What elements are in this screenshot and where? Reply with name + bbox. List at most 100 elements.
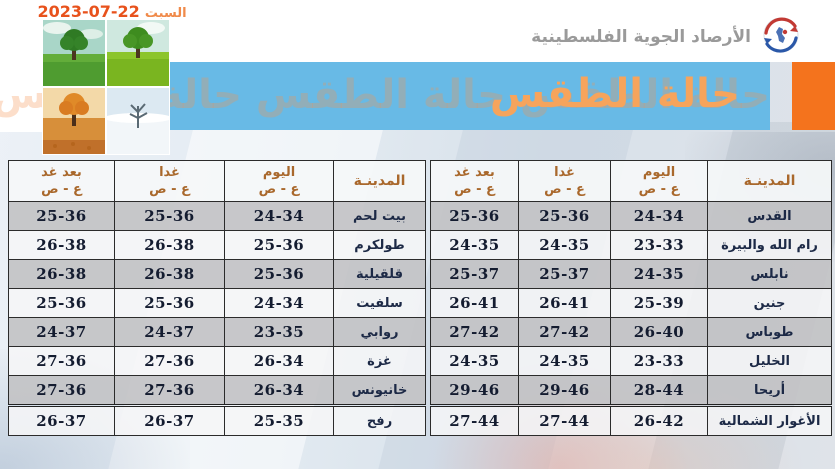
date-value: 22-07-2023: [37, 2, 140, 21]
city-cell: الخليل: [707, 346, 832, 376]
table-row: الخليل 23-33 24-35 24-35: [430, 346, 832, 376]
temp-tomorrow-cell: 26-38: [114, 259, 225, 289]
tomorrow-column-header: غدا ع - ص: [114, 160, 225, 202]
autumn-tree-image: [43, 88, 105, 154]
temp-today-cell: 26-34: [224, 346, 334, 376]
temp-day-after-cell: 26-37: [8, 404, 115, 436]
org-header: الأرصاد الجوية الفلسطينية: [531, 13, 803, 61]
date-label: السبت 22-07-2023: [34, 2, 190, 21]
temp-today-cell: 25-36: [224, 259, 334, 289]
day-label: اليوم: [642, 165, 676, 180]
city-cell: جنين: [707, 288, 832, 318]
table-row: خانيونس 26-34 27-36 27-36: [8, 375, 426, 406]
temp-day-after-cell: 25-37: [430, 259, 519, 289]
city-cell: طوباس: [707, 317, 832, 347]
city-cell: رام الله والبيرة: [707, 230, 832, 260]
city-cell: روابي: [333, 317, 426, 347]
table-row: رفح 25-35 26-37 26-37: [8, 404, 426, 436]
temp-today-cell: 23-33: [610, 230, 708, 260]
day-label: اليوم: [262, 165, 296, 180]
range-label: ع - ص: [544, 182, 585, 197]
city-cell: سلفيت: [333, 288, 426, 318]
table-row: روابي 23-35 24-37 24-37: [8, 317, 426, 347]
city-cell: القدس: [707, 201, 832, 231]
temp-today-cell: 24-34: [224, 288, 334, 318]
met-service-logo-icon: [759, 13, 803, 61]
temp-day-after-cell: 25-36: [8, 201, 115, 231]
city-cell: خانيونس: [333, 375, 426, 406]
forecast-tables: المدينـة اليوم ع - ص غدا ع - ص بعد غد ع …: [8, 160, 832, 436]
temp-today-cell: 24-34: [610, 201, 708, 231]
city-cell: قلقيلية: [333, 259, 426, 289]
temp-tomorrow-cell: 25-37: [518, 259, 611, 289]
city-cell: بيت لحم: [333, 201, 426, 231]
table-row: بيت لحم 24-34 25-36 25-36: [8, 201, 426, 231]
winter-tree-image: [107, 88, 169, 154]
temp-tomorrow-cell: 25-36: [114, 288, 225, 318]
temp-today-cell: 26-42: [610, 404, 708, 436]
today-column-header: اليوم ع - ص: [224, 160, 334, 202]
page-title: حالة الطقس: [489, 71, 740, 117]
table-row: أريحا 28-44 29-46 29-46: [430, 375, 832, 406]
temp-day-after-cell: 25-36: [8, 288, 115, 318]
temp-today-cell: 25-35: [224, 404, 334, 436]
temp-tomorrow-cell: 25-36: [114, 201, 225, 231]
temp-day-after-cell: 25-36: [430, 201, 519, 231]
forecast-table-west: المدينـة اليوم ع - ص غدا ع - ص بعد غد ع …: [8, 160, 426, 436]
temp-tomorrow-cell: 26-41: [518, 288, 611, 318]
range-label: ع - ص: [258, 182, 300, 197]
weekday-label: السبت: [144, 6, 187, 21]
day-after-column-header: بعد غد ع - ص: [8, 160, 115, 202]
temp-tomorrow-cell: 25-36: [518, 201, 611, 231]
temp-tomorrow-cell: 24-35: [518, 230, 611, 260]
range-label: ع - ص: [454, 182, 495, 197]
range-label: ع - ص: [149, 182, 190, 197]
today-column-header: اليوم ع - ص: [610, 160, 708, 202]
forecast-table-east: المدينـة اليوم ع - ص غدا ع - ص بعد غد ع …: [430, 160, 832, 436]
summer-tree-image: [107, 20, 169, 86]
temp-day-after-cell: 26-38: [8, 259, 115, 289]
temp-day-after-cell: 24-35: [430, 346, 519, 376]
temp-tomorrow-cell: 27-42: [518, 317, 611, 347]
city-cell: طولكرم: [333, 230, 426, 260]
table-row: قلقيلية 25-36 26-38 26-38: [8, 259, 426, 289]
range-label: ع - ص: [41, 182, 82, 197]
temp-today-cell: 24-35: [610, 259, 708, 289]
day-label: غدا: [554, 165, 575, 180]
table-row: طوباس 26-40 27-42 27-42: [430, 317, 832, 347]
temp-tomorrow-cell: 27-44: [518, 404, 611, 436]
temp-tomorrow-cell: 26-37: [114, 404, 225, 436]
table-row: جنين 25-39 26-41 26-41: [430, 288, 832, 318]
temp-today-cell: 25-39: [610, 288, 708, 318]
table-row: سلفيت 24-34 25-36 25-36: [8, 288, 426, 318]
temp-day-after-cell: 24-37: [8, 317, 115, 347]
city-cell: غزة: [333, 346, 426, 376]
temp-today-cell: 23-35: [224, 317, 334, 347]
temp-day-after-cell: 26-41: [430, 288, 519, 318]
table-row: الأغوار الشمالية 26-42 27-44 27-44: [430, 404, 832, 436]
banner-background: [167, 62, 770, 130]
city-cell: الأغوار الشمالية: [707, 404, 832, 436]
temp-day-after-cell: 29-46: [430, 375, 519, 406]
header-row: المدينـة اليوم ع - ص غدا ع - ص بعد غد ع …: [430, 160, 832, 202]
city-cell: أريحا: [707, 375, 832, 406]
temp-tomorrow-cell: 27-36: [114, 375, 225, 406]
temp-day-after-cell: 27-36: [8, 375, 115, 406]
spring-tree-image: [43, 20, 105, 86]
table-row: رام الله والبيرة 23-33 24-35 24-35: [430, 230, 832, 260]
temp-today-cell: 23-33: [610, 346, 708, 376]
city-column-header: المدينـة: [707, 160, 832, 202]
city-cell: نابلس: [707, 259, 832, 289]
header-row: المدينـة اليوم ع - ص غدا ع - ص بعد غد ع …: [8, 160, 426, 202]
table-row: نابلس 24-35 25-37 25-37: [430, 259, 832, 289]
temp-today-cell: 24-34: [224, 201, 334, 231]
table-row: القدس 24-34 25-36 25-36: [430, 201, 832, 231]
temp-today-cell: 28-44: [610, 375, 708, 406]
temp-tomorrow-cell: 24-35: [518, 346, 611, 376]
temp-day-after-cell: 24-35: [430, 230, 519, 260]
four-seasons-image: [42, 19, 170, 155]
temp-tomorrow-cell: 27-36: [114, 346, 225, 376]
temp-day-after-cell: 26-38: [8, 230, 115, 260]
temp-tomorrow-cell: 29-46: [518, 375, 611, 406]
